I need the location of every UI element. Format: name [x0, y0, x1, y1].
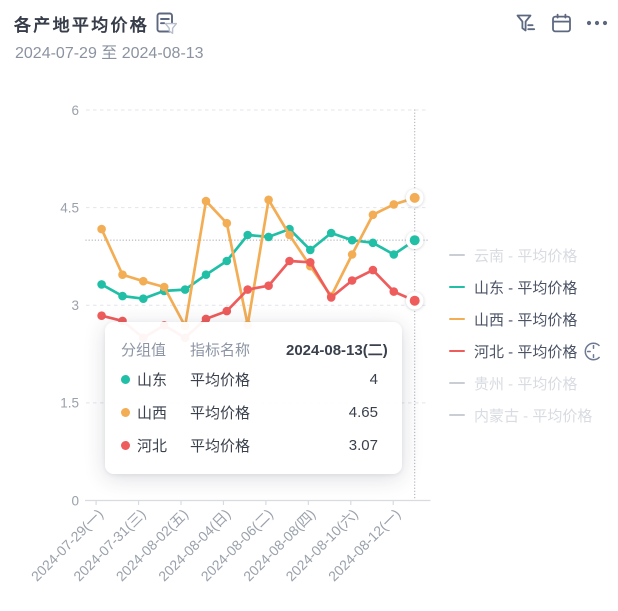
tooltip-col-group: 分组值	[121, 342, 167, 359]
ellipsis-icon	[586, 20, 608, 26]
legend-dash	[449, 381, 465, 385]
tooltip-row-group: 山东	[121, 369, 190, 390]
tooltip-row-2: 河北 平均价格 3.07	[121, 429, 378, 462]
legend-label: 山西 - 平均价格	[474, 311, 578, 329]
clock-icon	[584, 342, 603, 360]
legend-label: 河北 - 平均价格	[474, 343, 578, 361]
date-range: 2024-07-29 至 2024-08-13	[15, 45, 204, 62]
legend-label: 贵州 - 平均价格	[474, 375, 578, 393]
legend-label: 山东 - 平均价格	[474, 279, 578, 297]
svg-text:2024-07-29(一): 2024-07-29(一)	[28, 506, 106, 584]
svg-text:3: 3	[71, 298, 79, 313]
card-header: 各产地平均价格	[14, 11, 608, 35]
tooltip-row-value: 4.65	[348, 404, 378, 421]
chart-legend: 云南 - 平均价格 山东 - 平均价格 山西 - 平均价格 河北 - 平均价格 贵州 -…	[449, 239, 618, 431]
legend-item-3[interactable]: 河北 - 平均价格	[449, 335, 618, 367]
legend-label: 云南 - 平均价格	[474, 247, 578, 265]
tooltip-rows: 山东 平均价格 4 山西 平均价格 4.65 河北 平均价格 3.07	[121, 363, 378, 462]
filter-button[interactable]	[514, 12, 536, 34]
legend-item-0[interactable]: 云南 - 平均价格	[449, 239, 618, 271]
series-dot	[121, 408, 130, 417]
tooltip-row-metric: 平均价格	[190, 438, 251, 455]
legend-dash	[449, 317, 465, 321]
tooltip-row-1: 山西 平均价格 4.65	[121, 396, 378, 429]
tooltip-row-value: 3.07	[348, 437, 378, 454]
more-button[interactable]	[586, 12, 608, 34]
tooltip-row-0: 山东 平均价格 4	[121, 363, 378, 396]
tooltip-row-group: 河北	[121, 435, 190, 456]
svg-text:1.5: 1.5	[60, 396, 79, 411]
calendar-button[interactable]	[550, 12, 572, 34]
chart-tooltip: 分组值 指标名称 2024-08-13(二) 山东 平均价格 4 山西 平均价格 4.65…	[105, 322, 402, 474]
tooltip-row-metric: 平均价格	[190, 405, 251, 422]
legend-dash	[449, 285, 465, 289]
tooltip-row-metric: 平均价格	[190, 372, 251, 389]
legend-dash	[449, 349, 465, 353]
tooltip-date: 2024-08-13(二)	[286, 342, 388, 359]
legend-item-1[interactable]: 山东 - 平均价格	[449, 271, 618, 303]
tooltip-row-group: 山西	[121, 402, 190, 423]
svg-text:6: 6	[71, 103, 79, 118]
tooltip-header: 分组值 指标名称 2024-08-13(二)	[121, 336, 388, 363]
funnel-filter-icon	[516, 14, 535, 31]
card-toolbar	[514, 12, 608, 34]
legend-dash	[449, 253, 465, 257]
legend-label: 内蒙古 - 平均价格	[474, 407, 593, 425]
tooltip-col-metric: 指标名称	[190, 342, 251, 359]
series-dot	[121, 441, 130, 450]
legend-dash	[449, 413, 465, 417]
report-filter-icon	[156, 12, 178, 34]
svg-text:0: 0	[71, 493, 79, 508]
svg-text:4.5: 4.5	[60, 200, 79, 215]
calendar-icon	[551, 13, 571, 32]
legend-item-5[interactable]: 内蒙古 - 平均价格	[449, 399, 618, 431]
tooltip-row-value: 4	[369, 371, 378, 388]
series-dot	[121, 375, 130, 384]
legend-item-2[interactable]: 山西 - 平均价格	[449, 303, 618, 335]
page-title: 各产地平均价格	[14, 15, 150, 35]
legend-item-4[interactable]: 贵州 - 平均价格	[449, 367, 618, 399]
